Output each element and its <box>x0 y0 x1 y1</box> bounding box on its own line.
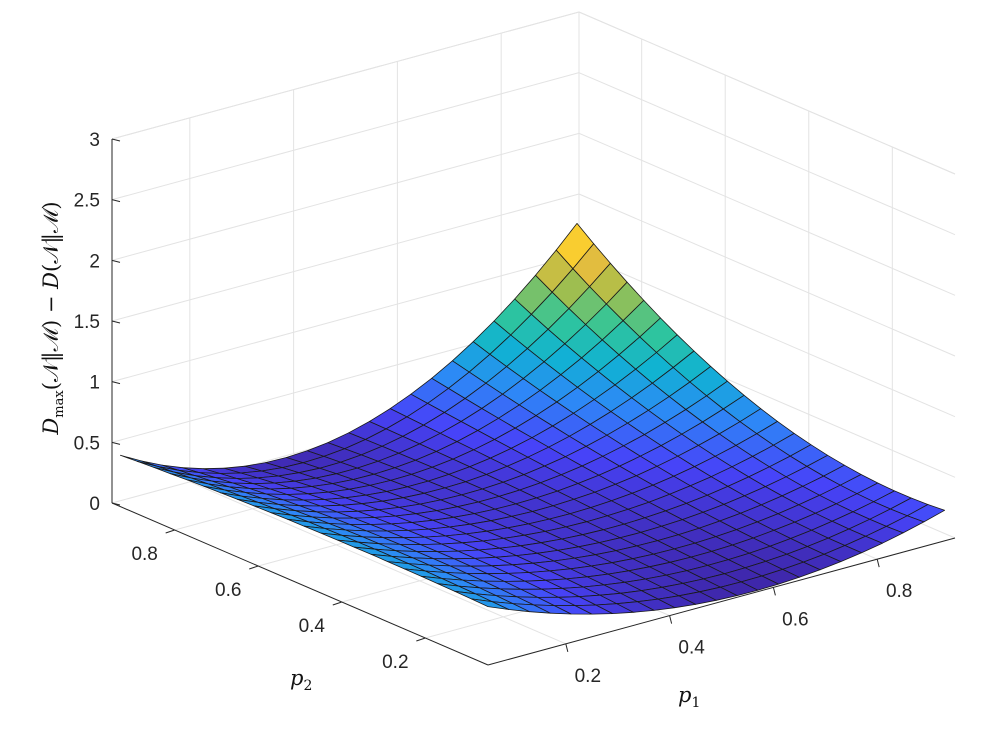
y-tick-label: 0.8 <box>131 544 157 565</box>
z-axis-label: Dmax(𝒩‖ℳ) − D(𝒩‖ℳ) <box>39 201 67 435</box>
gridline-z-back <box>111 132 580 261</box>
x-tick-label: 0.6 <box>782 609 808 630</box>
x-axis-label: p1 <box>678 683 700 711</box>
z-tick-label: 2.5 <box>74 191 100 212</box>
z-tick-mark <box>111 320 121 324</box>
y-tick-label: 0.4 <box>299 616 326 637</box>
x-tick-label: 0.4 <box>678 638 705 659</box>
z-tick-label: 1 <box>89 373 100 394</box>
z-tick-mark <box>111 441 121 445</box>
tick-layer: 0.2 0.4 0.6 0.8 0.2 0.4 0.6 0.8 0 0.5 1 1.5 2 2.5 3 <box>74 130 913 687</box>
z-tick-mark <box>111 259 121 263</box>
gridline-z-right <box>578 72 956 236</box>
z-tick-mark <box>111 138 121 142</box>
gridline-top-back <box>111 11 580 140</box>
z-tick-mark <box>111 199 121 203</box>
surface-layer <box>120 222 945 615</box>
x-tick-mark <box>876 559 880 568</box>
z-tick-label: 0 <box>89 494 100 515</box>
axis-layer <box>111 138 956 666</box>
x-tick-label: 0.2 <box>575 666 601 687</box>
x-tick-mark <box>565 643 569 652</box>
y-tick-mark <box>332 601 342 606</box>
y-axis-label: p2 <box>290 666 312 694</box>
z-tick-mark <box>111 502 121 506</box>
z-tick-label: 0.5 <box>74 433 100 454</box>
y-tick-label: 0.6 <box>215 580 241 601</box>
z-tick-label: 1.5 <box>74 312 100 333</box>
z-tick-label: 3 <box>89 130 100 151</box>
gridline-z-back <box>111 193 580 322</box>
x-tick-mark <box>669 615 673 624</box>
y-tick-mark <box>416 637 426 642</box>
y-tick-mark <box>165 529 175 534</box>
y-tick-mark <box>249 565 259 570</box>
y-tick-label: 0.2 <box>382 652 408 673</box>
gridline-z-back <box>111 72 580 201</box>
x-tick-label: 0.8 <box>886 581 912 602</box>
gridline-top-right <box>578 11 956 175</box>
z-tick-label: 2 <box>89 251 100 272</box>
surface-facet <box>470 598 510 610</box>
gridline-z-right <box>578 132 956 296</box>
x-tick-mark <box>772 587 776 596</box>
z-tick-mark <box>111 381 121 385</box>
